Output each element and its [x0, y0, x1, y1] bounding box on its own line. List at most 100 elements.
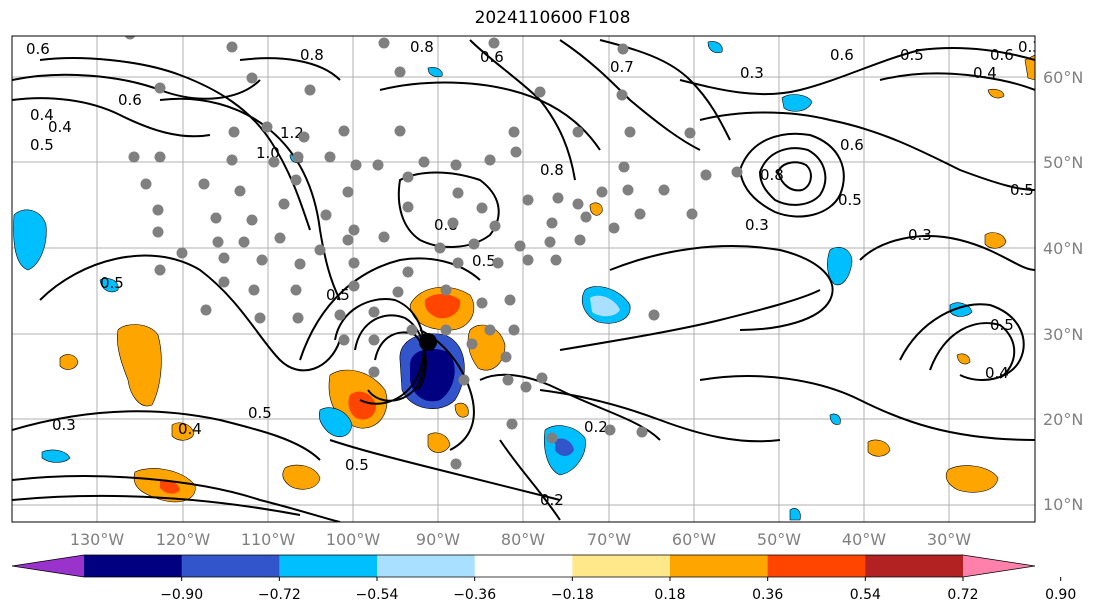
- station-dot: [440, 324, 452, 336]
- colorbar-label: 0.18: [654, 587, 685, 603]
- station-dot: [154, 151, 166, 163]
- colorbar-segment: [865, 555, 964, 577]
- lon-label: 60°W: [672, 530, 716, 549]
- station-dot: [476, 202, 488, 214]
- station-dot: [320, 209, 332, 221]
- station-dot: [350, 159, 362, 171]
- station-dot: [544, 236, 556, 248]
- lon-label: 100°W: [326, 530, 381, 549]
- station-dot: [572, 126, 584, 138]
- map-title: 2024110600 F108: [474, 8, 631, 28]
- colorbar-label: 0.36: [752, 587, 783, 603]
- contour-label: 0.3: [740, 64, 764, 82]
- station-dot: [608, 222, 620, 234]
- lon-label: 70°W: [587, 530, 631, 549]
- colorbar-segment: [767, 555, 866, 577]
- station-dot: [152, 226, 164, 238]
- lat-label: 10°N: [1043, 495, 1083, 514]
- station-dot: [368, 366, 380, 378]
- station-dot: [140, 178, 152, 190]
- colorbar-segment: [279, 555, 378, 577]
- colorbar-label: −0.54: [356, 587, 399, 603]
- lat-label: 50°N: [1043, 153, 1083, 172]
- station-dot: [506, 418, 518, 430]
- map-frame: [11, 35, 1036, 523]
- colorbar-segment: [181, 555, 280, 577]
- colorbar: −0.90 −0.72 −0.54 −0.36 −0.18 0.18 0.36 0.54 0.7…: [11, 554, 1076, 603]
- latitude-labels: 60°N 50°N 40°N 30°N 20°N 10°N: [1043, 68, 1083, 514]
- shaded-regions: [13, 41, 1035, 521]
- station-dot: [268, 156, 280, 168]
- contour-label: 0.6: [990, 46, 1014, 64]
- colorbar-label: 0.54: [850, 587, 881, 603]
- station-dot: [292, 151, 304, 163]
- station-dot: [458, 374, 470, 386]
- lat-label: 20°N: [1043, 410, 1083, 429]
- station-dot: [447, 217, 459, 229]
- colorbar-outline: [11, 554, 1036, 578]
- colorbar-segment: [84, 555, 183, 577]
- lat-label: 40°N: [1043, 239, 1083, 258]
- contour-label: 0.6: [830, 46, 854, 64]
- contour-label: 0.4: [178, 420, 202, 438]
- colorbar-label: 0.90: [1045, 587, 1076, 603]
- contour-label: 0.6: [118, 91, 142, 109]
- station-dot: [476, 297, 488, 309]
- station-dot: [402, 171, 414, 183]
- station-dot: [212, 236, 224, 248]
- se-us-positive-core: [424, 294, 461, 319]
- contour-label: 0.3: [908, 226, 932, 244]
- station-dot: [228, 126, 240, 138]
- station-dot: [452, 257, 464, 269]
- pacific-mid-positive: [282, 464, 321, 490]
- station-dot: [596, 186, 608, 198]
- station-dot: [392, 286, 404, 298]
- station-dot: [348, 280, 360, 292]
- contour-label: 0.5: [248, 404, 272, 422]
- station-dot: [128, 151, 140, 163]
- station-dot: [616, 89, 628, 101]
- station-dot: [452, 187, 464, 199]
- contour-label: 0.8: [540, 161, 564, 179]
- station-dot: [378, 37, 390, 49]
- contour-label: 0.3: [745, 216, 769, 234]
- station-dot: [450, 159, 462, 171]
- station-dot: [572, 198, 584, 210]
- contour-label: 0.4: [48, 118, 72, 136]
- station-dot: [218, 276, 230, 288]
- station-dot: [546, 217, 558, 229]
- colorbar-label: 0.72: [947, 587, 978, 603]
- colorbar-label: −0.72: [258, 587, 301, 603]
- lon-label: 90°W: [416, 530, 460, 549]
- colorbar-min-arrow: [12, 555, 84, 577]
- station-dot: [292, 312, 304, 324]
- contour-label: 0.5: [990, 316, 1014, 334]
- gulf-negative-core: [410, 348, 455, 402]
- station-dot: [500, 351, 512, 363]
- station-dot: [700, 169, 712, 181]
- station-dot: [290, 284, 302, 296]
- contour-label: 0.5: [472, 252, 496, 270]
- colorbar-label: −0.18: [551, 587, 594, 603]
- contour-label: 0.6: [26, 40, 50, 58]
- station-dot: [450, 458, 462, 470]
- station-dot: [238, 236, 250, 248]
- station-dot: [522, 254, 534, 266]
- station-dot: [514, 240, 526, 252]
- lon-label: 110°W: [241, 530, 296, 549]
- station-dot: [520, 381, 532, 393]
- contour-label: 1.2: [280, 124, 304, 142]
- station-dot: [348, 257, 360, 269]
- colorbar-max-arrow: [963, 555, 1035, 577]
- station-dot: [304, 84, 316, 96]
- lon-label: 130°W: [70, 530, 125, 549]
- station-dot: [617, 43, 629, 55]
- station-dot: [218, 252, 230, 264]
- station-dot: [492, 257, 504, 269]
- contour-label: 0.5: [30, 136, 54, 154]
- contour-label: 0.6: [480, 48, 504, 66]
- station-dot: [226, 154, 238, 166]
- station-dot: [176, 247, 188, 259]
- station-dot: [508, 126, 520, 138]
